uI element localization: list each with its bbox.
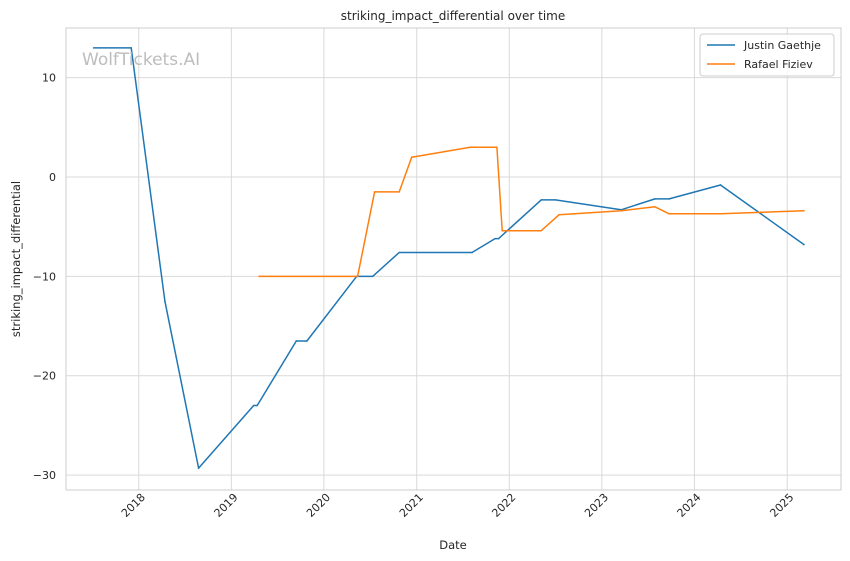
data-point-rafael-fiziev <box>398 191 401 193</box>
data-point-justin-gaethje <box>130 47 132 49</box>
legend: Justin Gaethje Rafael Fiziev <box>699 33 835 77</box>
data-point-rafael-fiziev <box>373 191 376 193</box>
x-tick-labels: 2018 2019 2020 2021 2022 2023 2024 2025 <box>119 491 796 520</box>
data-point-justin-gaethje <box>471 251 473 254</box>
y-tick-label: −30 <box>33 469 56 482</box>
data-point-rafael-fiziev <box>258 275 260 278</box>
y-tick-label: −20 <box>33 370 56 383</box>
data-point-justin-gaethje <box>306 340 308 342</box>
data-point-rafael-fiziev <box>540 229 543 232</box>
data-point-rafael-fiziev <box>410 156 413 158</box>
x-tick-label: 2020 <box>304 491 333 520</box>
data-point-rafael-fiziev <box>654 206 656 208</box>
data-point-justin-gaethje <box>494 237 496 240</box>
x-tick-label: 2022 <box>489 491 518 520</box>
x-tick-label: 2018 <box>119 491 148 520</box>
data-point-rafael-fiziev <box>558 213 560 216</box>
data-point-rafael-fiziev <box>356 275 359 278</box>
data-point-justin-gaethje <box>371 275 374 278</box>
watermark-text: WolfTickets.AI <box>82 50 200 70</box>
y-tick-label: −10 <box>33 270 56 283</box>
x-tick-label: 2024 <box>675 491 704 520</box>
x-tick-label: 2021 <box>397 491 426 520</box>
chart-title: striking_impact_differential over time <box>341 9 566 23</box>
data-point-rafael-fiziev <box>496 146 498 149</box>
grid-layer <box>66 28 841 490</box>
data-point-justin-gaethje <box>654 198 656 200</box>
x-axis-label: Date <box>439 538 467 552</box>
legend-label-justin-gaethje: Justin Gaethje <box>743 39 821 52</box>
data-point-justin-gaethje <box>668 198 670 200</box>
data-point-justin-gaethje <box>197 467 200 469</box>
series-line-rafael-fiziev <box>259 146 805 278</box>
y-tick-label: 0 <box>49 171 56 184</box>
data-point-rafael-fiziev <box>668 212 670 215</box>
data-point-rafael-fiziev <box>501 229 503 232</box>
y-axis-label: striking_impact_differential <box>9 181 23 337</box>
data-point-rafael-fiziev <box>469 146 472 149</box>
x-tick-label: 2019 <box>212 491 241 520</box>
data-point-justin-gaethje <box>398 251 401 254</box>
data-point-justin-gaethje <box>164 300 166 303</box>
data-point-rafael-fiziev <box>719 212 722 215</box>
series-line-justin-gaethje <box>93 47 805 469</box>
data-point-rafael-fiziev <box>803 210 805 212</box>
y-tick-labels: −30 −20 −10 0 10 <box>33 72 56 482</box>
data-point-justin-gaethje <box>252 404 255 407</box>
data-point-justin-gaethje <box>554 199 557 201</box>
y-tick-label: 10 <box>42 72 56 85</box>
data-point-justin-gaethje <box>803 243 805 246</box>
x-tick-label: 2023 <box>582 491 611 520</box>
x-tick-label: 2025 <box>767 491 796 520</box>
data-point-justin-gaethje <box>719 184 722 186</box>
series-layer <box>92 47 805 469</box>
legend-label-rafael-fiziev: Rafael Fiziev <box>744 58 813 71</box>
data-point-justin-gaethje <box>540 199 543 201</box>
data-point-justin-gaethje <box>92 47 95 49</box>
plot-frame <box>65 27 842 491</box>
data-point-justin-gaethje <box>497 237 500 240</box>
data-point-justin-gaethje <box>295 340 298 342</box>
data-point-justin-gaethje <box>256 404 259 407</box>
data-point-rafael-fiziev <box>620 210 622 212</box>
